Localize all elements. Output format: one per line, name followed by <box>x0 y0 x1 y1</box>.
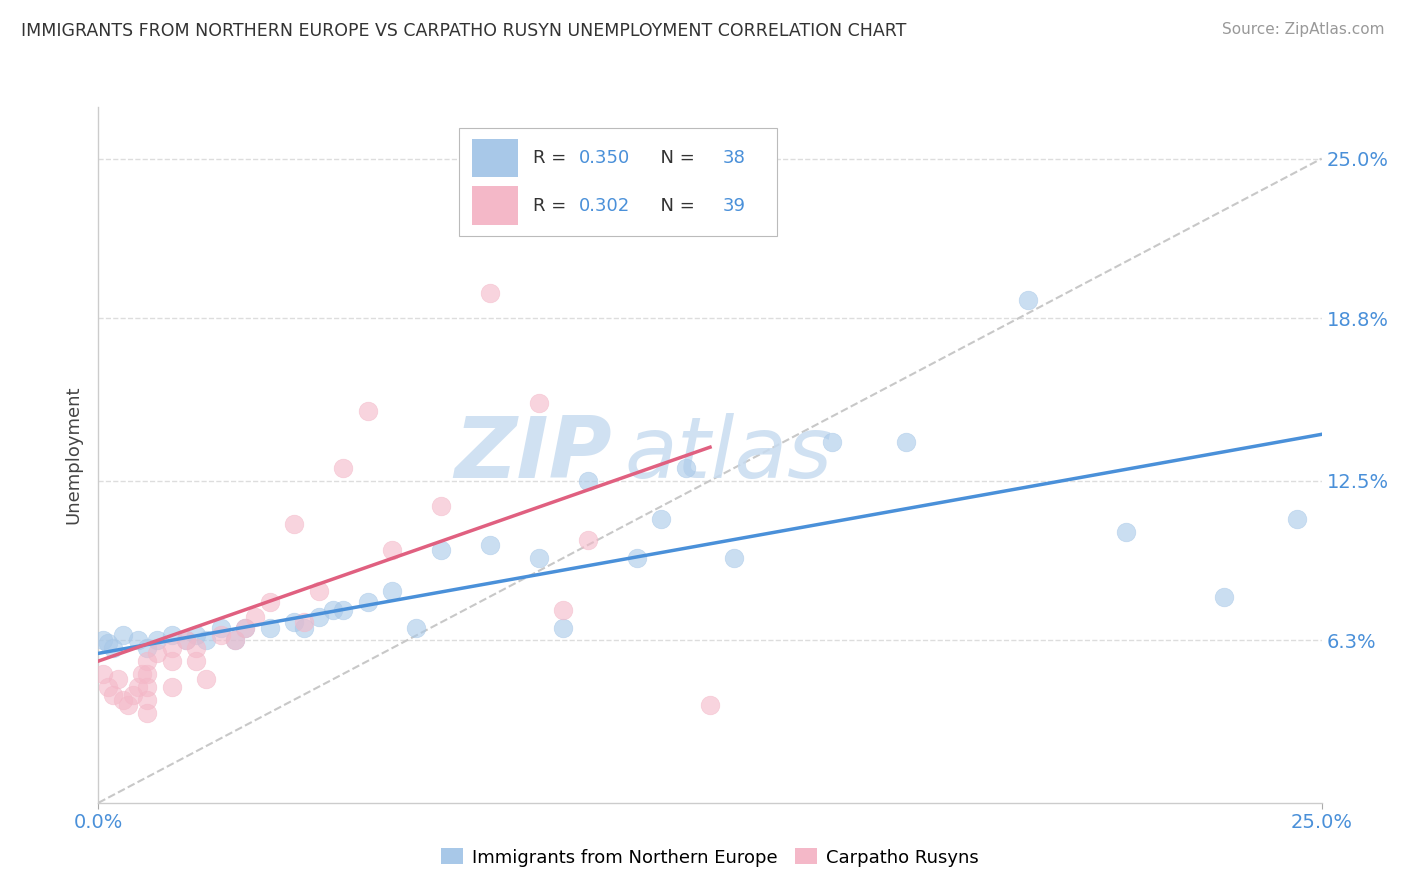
Point <box>117 698 139 712</box>
Point <box>233 621 256 635</box>
Point <box>332 602 354 616</box>
Text: 0.302: 0.302 <box>579 196 630 215</box>
Point <box>107 672 129 686</box>
Point <box>101 641 124 656</box>
Point <box>553 602 575 616</box>
Point <box>821 435 844 450</box>
Point <box>259 621 281 635</box>
Point <box>283 615 305 630</box>
Point <box>430 500 453 514</box>
Point <box>233 621 256 635</box>
Point <box>136 667 159 681</box>
Point <box>146 646 169 660</box>
Point <box>723 551 745 566</box>
Point <box>91 667 114 681</box>
Point <box>127 680 149 694</box>
Point <box>381 543 404 558</box>
Point <box>101 688 124 702</box>
Point <box>626 551 648 566</box>
Point <box>136 692 159 706</box>
Point <box>136 641 159 656</box>
Point <box>292 615 315 630</box>
Point <box>430 543 453 558</box>
Point <box>478 285 501 300</box>
Point <box>1212 590 1234 604</box>
Point <box>576 533 599 547</box>
Point <box>176 633 198 648</box>
Point <box>405 621 427 635</box>
Point <box>160 654 183 668</box>
Point <box>136 680 159 694</box>
Point <box>356 404 378 418</box>
Point <box>136 706 159 720</box>
Point <box>136 654 159 668</box>
Y-axis label: Unemployment: Unemployment <box>65 385 83 524</box>
Point <box>308 584 330 599</box>
FancyBboxPatch shape <box>471 186 517 225</box>
Point <box>356 595 378 609</box>
Point <box>332 460 354 475</box>
Point <box>576 474 599 488</box>
Point <box>97 636 120 650</box>
Text: IMMIGRANTS FROM NORTHERN EUROPE VS CARPATHO RUSYN UNEMPLOYMENT CORRELATION CHART: IMMIGRANTS FROM NORTHERN EUROPE VS CARPA… <box>21 22 907 40</box>
Point <box>127 633 149 648</box>
Point <box>131 667 153 681</box>
Point <box>195 672 218 686</box>
Point <box>1017 293 1039 308</box>
Point <box>209 628 232 642</box>
Point <box>283 517 305 532</box>
Text: R =: R = <box>533 149 572 167</box>
Point <box>478 538 501 552</box>
Point <box>186 654 208 668</box>
Point <box>91 633 114 648</box>
Text: atlas: atlas <box>624 413 832 497</box>
Point <box>243 610 266 624</box>
Point <box>292 621 315 635</box>
Point <box>699 698 721 712</box>
Point <box>111 692 134 706</box>
Text: 38: 38 <box>723 149 745 167</box>
Point <box>527 396 550 410</box>
Point <box>209 621 232 635</box>
Text: N =: N = <box>648 149 700 167</box>
Point <box>224 633 246 648</box>
FancyBboxPatch shape <box>471 139 517 178</box>
Point <box>160 680 183 694</box>
Legend: Immigrants from Northern Europe, Carpatho Rusyns: Immigrants from Northern Europe, Carpath… <box>434 841 986 874</box>
Point <box>97 680 120 694</box>
Text: Source: ZipAtlas.com: Source: ZipAtlas.com <box>1222 22 1385 37</box>
Point <box>176 633 198 648</box>
Point <box>553 621 575 635</box>
Point <box>224 633 246 648</box>
Text: N =: N = <box>648 196 700 215</box>
Point <box>894 435 917 450</box>
FancyBboxPatch shape <box>460 128 778 235</box>
Point <box>146 633 169 648</box>
Point <box>121 688 143 702</box>
Text: 39: 39 <box>723 196 745 215</box>
Point <box>308 610 330 624</box>
Point <box>527 551 550 566</box>
Text: 0.350: 0.350 <box>579 149 630 167</box>
Point <box>322 602 344 616</box>
Point <box>160 628 183 642</box>
Point <box>650 512 672 526</box>
Point <box>259 595 281 609</box>
Point <box>381 584 404 599</box>
Text: R =: R = <box>533 196 572 215</box>
Point <box>111 628 134 642</box>
Point <box>160 641 183 656</box>
Point <box>186 641 208 656</box>
Point <box>186 628 208 642</box>
Point <box>1286 512 1309 526</box>
Point <box>675 460 697 475</box>
Text: ZIP: ZIP <box>454 413 612 497</box>
Point <box>1115 525 1137 540</box>
Point <box>195 633 218 648</box>
